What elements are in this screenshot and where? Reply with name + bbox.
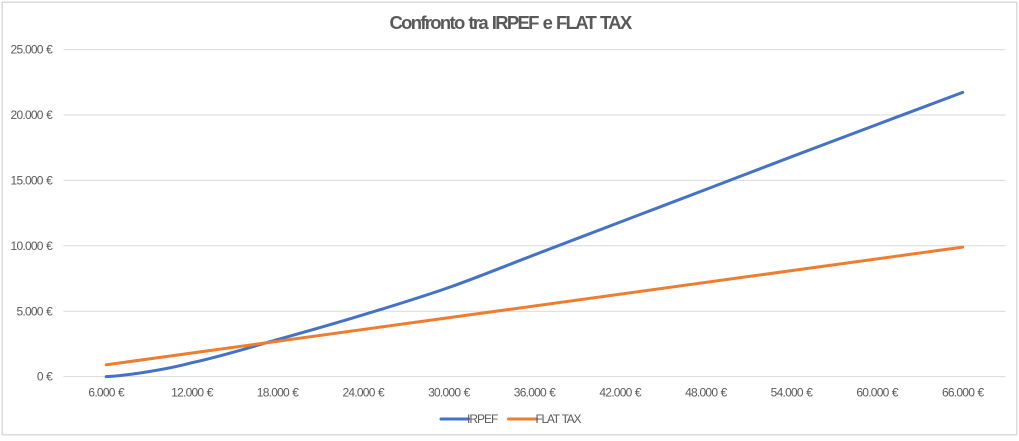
svg-text:Confronto tra IRPEF e FLAT TAX: Confronto tra IRPEF e FLAT TAX	[389, 12, 632, 33]
svg-text:36.000 €: 36.000 €	[514, 386, 557, 400]
svg-text:FLAT TAX: FLAT TAX	[536, 412, 582, 426]
svg-text:60.000 €: 60.000 €	[856, 386, 899, 400]
svg-text:6.000 €: 6.000 €	[88, 386, 125, 400]
svg-text:54.000 €: 54.000 €	[771, 386, 814, 400]
svg-text:18.000 €: 18.000 €	[257, 386, 300, 400]
svg-text:12.000 €: 12.000 €	[171, 386, 214, 400]
svg-text:24.000 €: 24.000 €	[342, 386, 385, 400]
svg-text:30.000 €: 30.000 €	[428, 386, 471, 400]
svg-text:25.000 €: 25.000 €	[11, 43, 54, 57]
svg-text:42.000 €: 42.000 €	[599, 386, 642, 400]
svg-text:5.000 €: 5.000 €	[16, 304, 53, 318]
svg-text:48.000 €: 48.000 €	[685, 386, 728, 400]
svg-text:0 €: 0 €	[37, 370, 53, 384]
svg-text:66.000 €: 66.000 €	[942, 386, 985, 400]
svg-text:15.000 €: 15.000 €	[11, 174, 54, 188]
svg-text:IRPEF: IRPEF	[467, 412, 498, 426]
svg-text:20.000 €: 20.000 €	[11, 108, 54, 122]
svg-text:10.000 €: 10.000 €	[11, 239, 54, 253]
